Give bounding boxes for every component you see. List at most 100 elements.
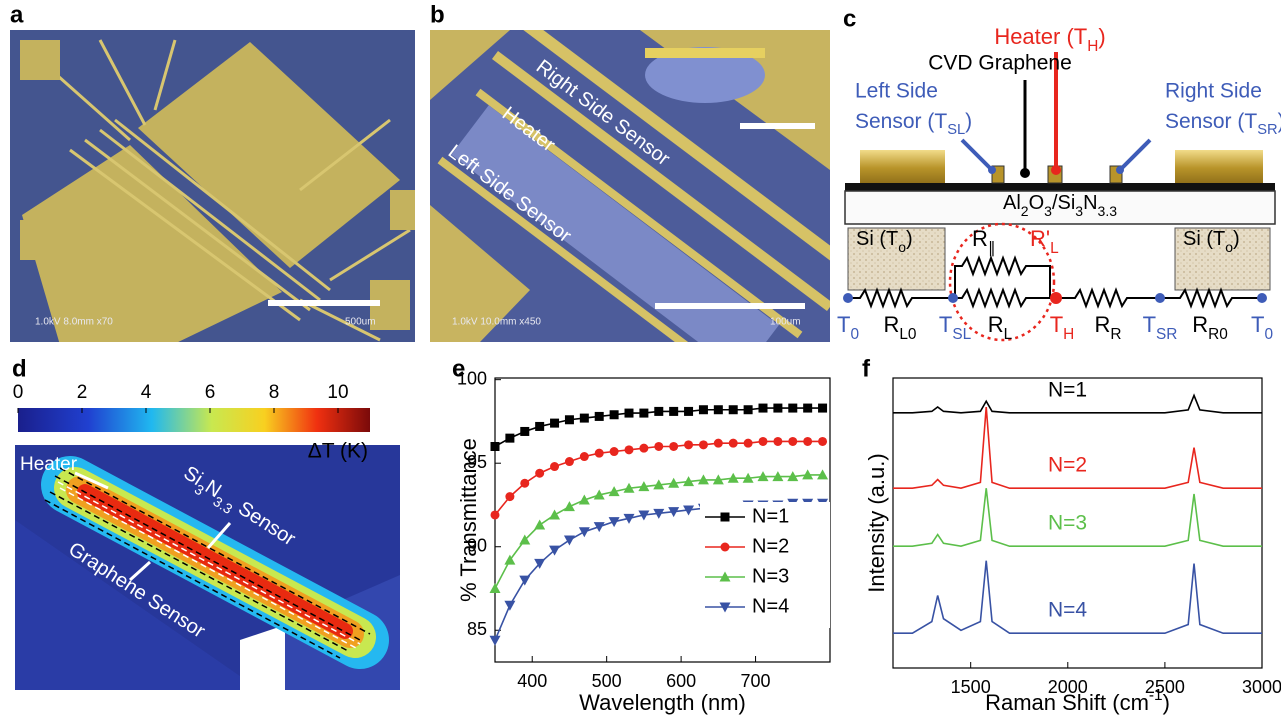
marker [610,447,619,456]
annotation-part: ) [1278,110,1281,133]
marker [491,510,500,519]
annotation-part: H [1087,38,1098,55]
annotation-part: Si (T [856,228,898,250]
annotation-part: Al [1003,192,1021,214]
annotation: R'L [1030,226,1059,257]
marker [654,442,663,451]
annotation-part: SR [1257,122,1277,138]
marker [669,407,678,416]
marker [579,527,590,537]
colorbar-tick-label: 0 [13,382,24,403]
series-label: N=3 [1048,512,1087,535]
marker [520,479,529,488]
marker [550,462,559,471]
marker [564,501,575,511]
circuit-label: RL [988,312,1013,343]
annotation-part: R' [1030,226,1050,251]
marker [744,405,753,414]
marker [535,422,544,431]
marker [490,583,501,593]
annotation-part: 3 [1044,203,1052,219]
marker [744,439,753,448]
marker [759,437,768,446]
circuit-label-part: R [883,312,899,337]
circuit-label-part: T [837,312,850,337]
legend-label: N=3 [752,565,789,587]
annotation-part: ) [965,110,972,133]
marker [684,440,693,449]
sem-caption: 1.0kV 10.0mm x450 [452,317,541,328]
marker [565,415,574,424]
circuit-label: TH [1050,312,1075,343]
marker [504,601,515,611]
x-axis-label-part: Raman Shift (cm [985,690,1149,715]
marker [505,434,514,443]
marker [549,509,560,519]
legend-label: N=4 [752,595,789,617]
series-label: N=4 [1048,599,1087,622]
panel-label: a [10,1,24,28]
colorbar [18,408,370,432]
marker [699,405,708,414]
x-axis-label: Wavelength (nm) [579,690,746,715]
series-line [893,561,1262,634]
page: a 1.0kV 8.0mm x70 500um b 1.0kV 10.0mm x… [0,0,1281,716]
circuit-label-part: R [1110,326,1121,343]
marker [491,442,500,451]
colorbar-tick-label: 2 [77,382,88,403]
scale-label: 100um [770,317,801,328]
scale-label: 500um [345,317,376,328]
figure: a 1.0kV 8.0mm x70 500um b 1.0kV 10.0mm x… [0,0,1281,716]
marker [534,520,545,530]
marker [639,444,648,453]
marker [729,405,738,414]
circuit-label-part: T [939,312,952,337]
legend-label: N=2 [752,535,789,557]
marker [519,576,530,586]
annotation-part: o [898,239,906,255]
circuit-label: T0 [837,312,859,343]
circuit-label-part: L [1004,326,1013,343]
colorbar-tick-label: 4 [141,382,152,403]
panel-label: f [862,355,871,382]
annotation: Heater [20,454,78,475]
x-tick-label: 500 [592,671,622,691]
annotation-part: ∥ [988,240,996,257]
circuit-label-part: R0 [1208,326,1228,343]
circuit-label-part: SL [952,326,971,343]
annotation-part: L [1050,240,1059,257]
annotation: R∥ [972,226,996,257]
annotation: Sensor (TSL) [855,110,972,138]
panel-label: c [843,5,856,32]
x-axis-label: Raman Shift (cm-1) [985,687,1170,715]
annotation-part: ) [906,228,913,250]
annotation-part: ) [1098,24,1105,49]
marker [625,445,634,454]
series-label: N=1 [1048,378,1087,401]
marker [505,492,514,501]
circuit-label: RL0 [883,312,916,343]
annotation-part: Sensor (T [855,110,947,133]
annotation: Heater (TH) [994,24,1105,55]
x-tick-label: 3000 [1242,677,1281,697]
annotation-part: ) [1233,228,1240,250]
circuit-label-part: 0 [850,326,859,343]
annotation-part: O [1029,192,1045,214]
y-axis-label: % Transmittance [456,438,481,602]
circuit-label: RR0 [1192,312,1228,343]
annotation-part: 2 [1021,203,1029,219]
circuit-label-part: R [1094,312,1110,337]
marker [699,440,708,449]
marker [565,457,574,466]
annotation-part: N [1083,192,1097,214]
marker [788,404,797,413]
marker [520,427,529,436]
marker [580,414,589,423]
circuit-label-part: R [988,312,1004,337]
marker [669,442,678,451]
circuit-label-part: T [1050,312,1063,337]
marker [580,452,589,461]
annotation: Right Side [1165,80,1262,103]
marker [803,437,812,446]
x-tick-label: 600 [666,671,696,691]
